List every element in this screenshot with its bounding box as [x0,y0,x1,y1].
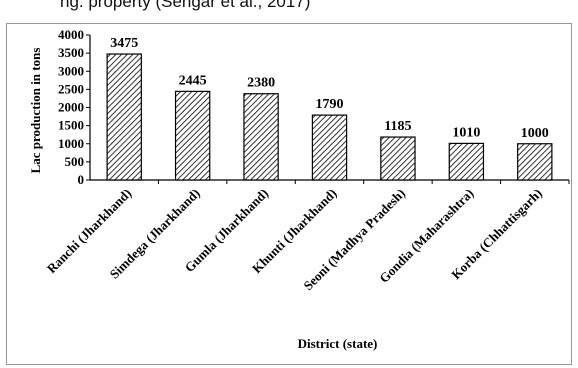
y-tick-label: 500 [65,154,85,169]
y-axis-title: Lac production in tons [28,48,43,174]
y-tick-label: 1000 [58,136,84,151]
caption-fragment: ng. property (Sengar et al., 2017) [60,0,311,11]
bar-value-label: 2445 [179,73,207,88]
bar-value-label: 1000 [521,126,549,141]
bar [380,136,416,181]
bar-value-label: 1790 [316,97,344,112]
x-axis-title: District (state) [298,336,378,351]
y-tick-label: 1500 [58,118,84,133]
y-ticks: 0 500 1000 1500 2000 2500 3000 3500 4000 [58,27,90,187]
bar [448,142,485,181]
bar [311,114,348,181]
bar-value-label: 1010 [452,125,480,140]
bar [174,90,211,181]
x-tick-labels: Ranchi (Jharkhand)Simdega (Jharkhand)Gum… [44,186,545,294]
bar-value-label: 2380 [247,76,275,91]
bar [243,93,279,181]
y-tick-label: 4000 [58,27,84,42]
chart-frame [6,23,572,365]
y-tick-label: 3500 [58,45,84,60]
y-tick-label: 2000 [58,100,84,115]
y-tick-label: 2500 [58,81,84,96]
bar-value-label: 3475 [110,36,138,51]
bar-value-label: 1185 [384,119,411,134]
y-tick-label: 3000 [58,63,84,78]
data-labels: 3475 2445 2380 1790 1185 1010 1000 [110,36,549,141]
bars [106,53,570,184]
bar [106,53,142,181]
y-tick-label: 0 [78,172,85,187]
bar [517,143,553,181]
